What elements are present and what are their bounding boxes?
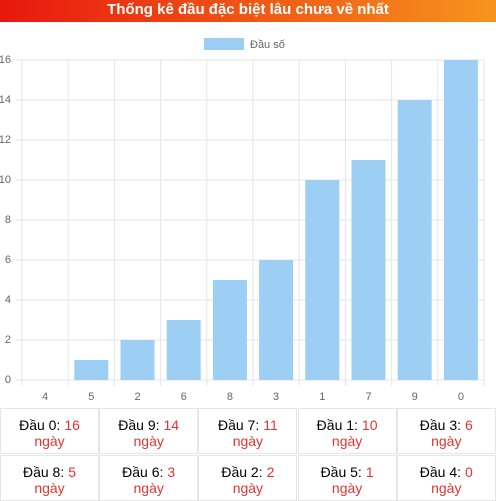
cell-label: Đầu 1: xyxy=(316,417,358,433)
x-tick-label: 9 xyxy=(412,391,418,403)
cell-unit: ngày xyxy=(431,479,462,496)
x-tick-label: 1 xyxy=(319,391,325,403)
y-tick-label: 12 xyxy=(0,134,11,146)
y-tick-label: 6 xyxy=(5,254,11,266)
bar xyxy=(166,320,201,380)
cell-label: Đầu 4: xyxy=(419,463,462,480)
bar xyxy=(351,160,386,380)
x-tick-label: 0 xyxy=(458,391,464,403)
bar xyxy=(120,340,155,380)
cell-label: Đầu 9: xyxy=(118,417,160,433)
bar xyxy=(212,280,247,380)
cell-label: Đầu 0: xyxy=(19,417,61,433)
cell-unit: ngày xyxy=(331,433,363,449)
cell-value: 3 xyxy=(167,463,176,480)
legend-swatch xyxy=(204,38,244,50)
table-cell: Đầu 7: 11 ngày xyxy=(198,408,298,454)
x-tick-label: 7 xyxy=(365,391,371,403)
bar xyxy=(305,180,340,380)
cell-unit: ngày xyxy=(133,479,164,496)
cell-value: 2 xyxy=(266,463,275,480)
cell-value: 10 xyxy=(361,417,378,433)
table-cell: Đầu 5: 1 ngày xyxy=(297,454,397,501)
y-tick-label: 2 xyxy=(5,334,11,346)
cell-label: Đầu 3: xyxy=(419,417,462,433)
cell-unit: ngày xyxy=(34,433,65,449)
cell-label: Đầu 5: xyxy=(320,463,362,480)
cell-value: 6 xyxy=(465,417,473,433)
cell-unit: ngày xyxy=(133,433,164,449)
x-tick-label: 8 xyxy=(227,391,233,403)
chart-title: Thống kê đầu đặc biệt lâu chưa về nhất xyxy=(0,0,496,22)
cell-value: 16 xyxy=(64,417,80,433)
cell-label: Đầu 7: xyxy=(217,417,260,433)
cell-value: 11 xyxy=(263,417,278,433)
table-cell: Đầu 2: 2 ngày xyxy=(198,454,298,501)
cell-unit: ngày xyxy=(331,479,363,496)
table-cell: Đầu 1: 10 ngày xyxy=(297,408,397,454)
table-cell: Đầu 8: 5 ngày xyxy=(0,454,99,501)
table-cell: Đầu 4: 0 ngày xyxy=(396,454,496,501)
cell-value: 14 xyxy=(163,417,180,433)
cell-unit: ngày xyxy=(232,479,264,496)
cell-unit: ngày xyxy=(232,433,264,449)
y-tick-label: 0 xyxy=(5,374,11,386)
cell-label: Đầu 8: xyxy=(22,463,65,480)
table-cell: Đầu 0: 16 ngày xyxy=(0,408,99,454)
y-tick-label: 8 xyxy=(5,214,11,226)
cell-value: 1 xyxy=(365,463,374,480)
cell-label: Đầu 2: xyxy=(221,463,263,480)
cell-label: Đầu 6: xyxy=(122,463,164,480)
chart: Đầu số 0 2 4 6 8 10 12 14 16 4 5 2 6 8 3 1 7 9 0 xyxy=(0,38,485,403)
table-cell: Đầu 6: 3 ngày xyxy=(99,454,199,501)
x-tick-label: 6 xyxy=(181,391,187,403)
bar xyxy=(443,60,478,380)
y-tick-label: 4 xyxy=(5,294,11,306)
legend-label: Đầu số xyxy=(250,39,285,51)
cell-unit: ngày xyxy=(431,433,462,449)
table-cell: Đầu 3: 6 ngày xyxy=(396,408,496,454)
cell-unit: ngày xyxy=(34,479,65,496)
x-tick-label: 4 xyxy=(42,391,48,403)
y-tick-label: 14 xyxy=(0,94,11,106)
y-tick-label: 10 xyxy=(0,174,11,186)
x-tick-label: 5 xyxy=(88,391,94,403)
cell-value: 5 xyxy=(68,463,77,480)
bar xyxy=(259,260,294,380)
y-tick-label: 16 xyxy=(0,54,11,66)
bar xyxy=(74,360,109,380)
x-tick-label: 2 xyxy=(134,391,140,403)
table-cell: Đầu 9: 14 ngày xyxy=(99,408,199,454)
x-tick-label: 3 xyxy=(273,391,279,403)
cell-value: 0 xyxy=(465,463,473,480)
summary-table: Đầu 0: 16 ngày Đầu 9: 14 ngày Đầu 7: 11 ngày Đầu … xyxy=(0,408,496,501)
bar xyxy=(397,100,432,380)
